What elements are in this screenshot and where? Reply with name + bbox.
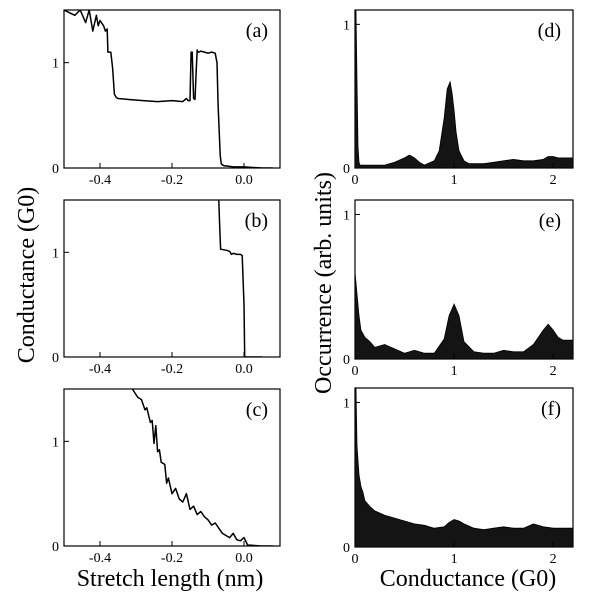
panel-e-ytick-label: 0 — [343, 353, 350, 368]
panel-b-ytick-label: 1 — [52, 246, 59, 261]
panel-e-ytick-label: 1 — [343, 208, 350, 223]
left-y-axis-title: Conductance (G0) — [14, 187, 40, 364]
panel-a-trace — [64, 10, 273, 168]
panel-a-label: (a) — [246, 20, 268, 42]
panel-d-ytick-label: 0 — [343, 162, 350, 177]
panel-d-label: (d) — [538, 20, 561, 42]
panel-a-xtick-label: -0.2 — [161, 173, 183, 188]
panel-b-xtick-label: 0.0 — [235, 362, 253, 377]
panel-e-xtick-label: 1 — [451, 364, 458, 379]
panel-c-xtick-label: 0.0 — [235, 551, 253, 566]
panel-e-xtick-label: 2 — [550, 364, 557, 379]
panel-b-trace — [218, 200, 262, 357]
panel-a-ytick-label: 1 — [52, 57, 59, 72]
panel-d-ytick-label: 1 — [343, 18, 350, 33]
panel-d-histogram — [355, 10, 573, 168]
panel-a-xtick-label: 0.0 — [235, 173, 253, 188]
panel-d-xtick-label: 0 — [352, 173, 359, 188]
panel-b-xtick-label: -0.2 — [161, 362, 183, 377]
panel-a-ytick-label: 0 — [52, 162, 59, 177]
panel-f-ytick-label: 1 — [343, 396, 350, 411]
panel-f-histogram — [355, 388, 573, 547]
panel-a-xtick-label: -0.4 — [89, 173, 111, 188]
panel-f-label: (f) — [541, 398, 561, 420]
panel-b-xtick-label: -0.4 — [89, 362, 111, 377]
panel-b-label: (b) — [245, 210, 268, 232]
panel-e-xtick-label: 0 — [352, 364, 359, 379]
panel-c-xtick-label: -0.2 — [161, 551, 183, 566]
panel-f-xtick-label: 0 — [352, 552, 359, 567]
panel-c-xtick-label: -0.4 — [89, 551, 111, 566]
panel-d-xtick-label: 1 — [451, 173, 458, 188]
right-x-axis-title: Conductance (G0) — [380, 566, 557, 592]
panel-c-ytick-label: 0 — [52, 540, 59, 555]
panel-e-histogram — [355, 272, 573, 359]
right-y-axis-title: Occurrence (arb. units) — [311, 172, 337, 394]
panel-c-ytick-label: 1 — [52, 435, 59, 450]
panel-e-label: (e) — [539, 210, 561, 232]
panel-f-ytick-label: 0 — [343, 541, 350, 556]
left-x-axis-title: Stretch length (nm) — [77, 566, 264, 592]
panel-d-xtick-label: 2 — [550, 173, 557, 188]
panel-c-trace — [131, 389, 273, 546]
panel-b-ytick-label: 0 — [52, 351, 59, 366]
panel-f-xtick-label: 2 — [550, 552, 557, 567]
panel-c-label: (c) — [246, 399, 268, 421]
panel-f-xtick-label: 1 — [451, 552, 458, 567]
